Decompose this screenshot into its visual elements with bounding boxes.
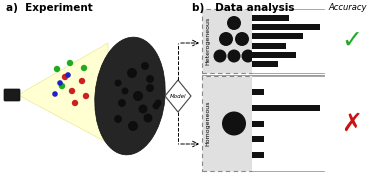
Circle shape (69, 88, 75, 94)
Circle shape (219, 32, 233, 46)
Circle shape (67, 60, 73, 66)
Bar (252, 61, 278, 67)
Circle shape (213, 49, 227, 62)
Text: ✗: ✗ (341, 112, 362, 135)
Circle shape (127, 68, 137, 78)
Bar (252, 105, 320, 111)
Bar (252, 43, 286, 49)
Circle shape (128, 121, 138, 131)
Ellipse shape (95, 37, 165, 155)
Circle shape (118, 99, 126, 107)
Bar (252, 52, 296, 58)
Bar (252, 33, 303, 39)
Circle shape (235, 32, 249, 46)
Circle shape (227, 16, 241, 30)
Circle shape (57, 80, 63, 86)
Bar (252, 24, 320, 30)
Circle shape (114, 115, 122, 123)
Circle shape (146, 75, 154, 83)
Circle shape (241, 49, 255, 62)
Text: b)   Data analysis: b) Data analysis (192, 3, 294, 13)
Bar (252, 76, 324, 171)
Circle shape (59, 83, 65, 89)
Circle shape (227, 49, 241, 62)
Polygon shape (18, 43, 108, 143)
Polygon shape (165, 80, 191, 112)
Text: Accuracy: Accuracy (329, 3, 367, 12)
Circle shape (222, 112, 246, 135)
Circle shape (72, 100, 78, 106)
Bar (252, 152, 264, 158)
Text: Heterogeneous: Heterogeneous (205, 17, 210, 65)
Bar (252, 136, 264, 142)
Circle shape (133, 91, 143, 101)
Text: a)  Experiment: a) Experiment (6, 3, 93, 13)
Circle shape (122, 87, 128, 95)
Circle shape (65, 72, 71, 78)
Bar (252, 9, 324, 73)
Text: Model: Model (170, 94, 186, 99)
FancyBboxPatch shape (4, 89, 20, 101)
Text: Homogeneous: Homogeneous (205, 101, 210, 146)
Circle shape (83, 93, 89, 99)
Bar (252, 89, 264, 95)
Circle shape (141, 62, 149, 70)
Circle shape (144, 113, 152, 122)
FancyBboxPatch shape (202, 9, 252, 73)
Bar (252, 121, 264, 126)
Circle shape (146, 84, 154, 92)
Circle shape (62, 74, 68, 80)
FancyBboxPatch shape (202, 76, 252, 171)
Circle shape (155, 100, 161, 107)
Circle shape (52, 91, 58, 97)
Circle shape (81, 65, 87, 71)
Circle shape (79, 78, 85, 84)
Text: ✓: ✓ (341, 29, 362, 53)
Circle shape (54, 66, 60, 72)
Circle shape (114, 79, 122, 87)
Circle shape (152, 103, 160, 109)
Bar (252, 15, 290, 21)
Circle shape (138, 104, 147, 113)
